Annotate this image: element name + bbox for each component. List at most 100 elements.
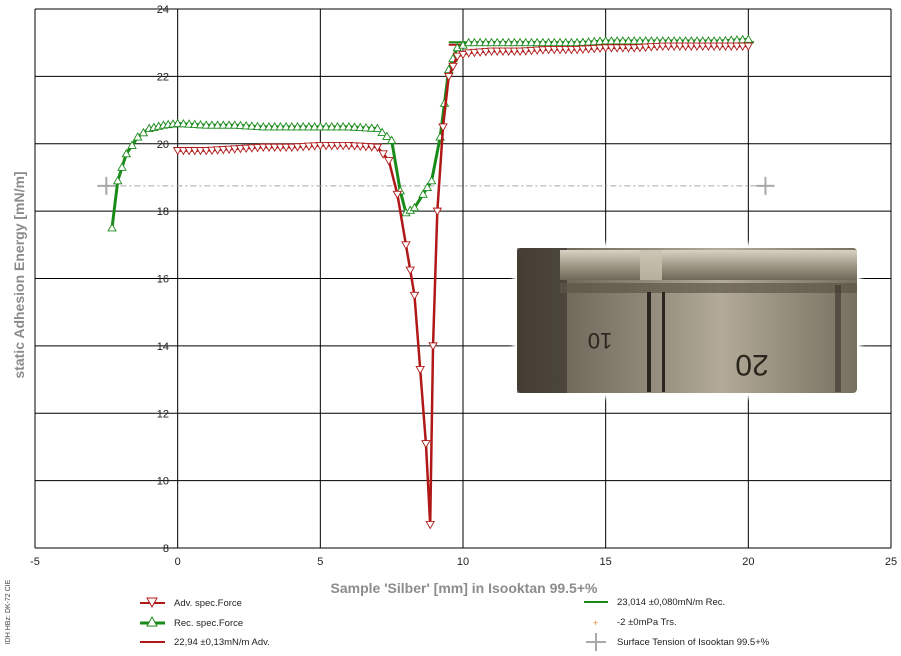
data-point — [629, 44, 639, 53]
data-point — [532, 37, 542, 47]
data-point — [509, 37, 520, 47]
data-point — [415, 366, 425, 375]
data-point — [275, 143, 286, 153]
data-point — [458, 51, 468, 60]
data-point — [463, 37, 474, 47]
data-point — [287, 121, 297, 131]
data-point — [720, 42, 731, 51]
data-point — [515, 47, 525, 57]
data-point — [138, 127, 149, 137]
x-tick-label: 10 — [457, 556, 469, 568]
data-point — [405, 266, 415, 275]
data-point — [252, 121, 263, 131]
data-point — [309, 142, 320, 151]
y-tick-label: 18 — [157, 206, 169, 218]
data-point — [235, 145, 246, 154]
data-point — [184, 119, 194, 128]
data-point — [526, 46, 537, 56]
data-point — [172, 118, 183, 127]
data-point — [680, 42, 691, 51]
data-point — [127, 140, 137, 149]
y-tick-label: 14 — [157, 341, 169, 353]
data-point — [498, 37, 508, 47]
data-point — [184, 147, 194, 156]
data-point — [409, 202, 420, 212]
data-point — [481, 37, 491, 47]
data-point — [121, 148, 132, 158]
data-point — [224, 145, 234, 155]
data-point — [190, 147, 200, 156]
data-point — [629, 36, 639, 45]
data-point — [669, 42, 679, 51]
data-point — [172, 147, 183, 156]
data-point — [372, 123, 383, 133]
data-point — [190, 119, 200, 128]
data-point — [448, 62, 458, 72]
data-point — [697, 42, 708, 51]
data-point — [384, 157, 394, 166]
data-point — [212, 146, 223, 155]
data-point — [201, 147, 211, 156]
data-point — [555, 45, 565, 55]
data-point — [377, 127, 387, 136]
legend-label: Surface Tension of Isooktan 99.5+% — [617, 637, 770, 648]
data-point — [264, 121, 274, 131]
series-line — [110, 37, 749, 229]
data-point — [432, 207, 443, 217]
data-point — [258, 121, 269, 131]
data-point — [549, 45, 560, 55]
data-point — [578, 45, 588, 54]
legend-item-adv: Adv. spec.Force — [140, 597, 242, 609]
data-point — [309, 121, 320, 131]
triangle-up-icon — [146, 615, 158, 627]
data-point — [418, 189, 428, 198]
data-point — [452, 52, 463, 62]
data-point — [612, 44, 622, 53]
data-point — [421, 440, 431, 449]
legend-item-rec: Rec. spec.Force — [140, 615, 243, 629]
data-point — [475, 37, 485, 47]
data-point — [117, 162, 127, 171]
data-point — [463, 49, 474, 58]
data-point — [726, 42, 736, 51]
data-point — [281, 121, 291, 131]
data-point — [657, 42, 668, 51]
data-point — [426, 175, 437, 185]
legend-item-surface-tension: Surface Tension of Isooktan 99.5+% — [586, 633, 770, 651]
data-point — [315, 121, 326, 131]
data-point — [600, 36, 611, 45]
data-point — [326, 141, 337, 151]
data-point — [663, 42, 674, 51]
data-point — [732, 42, 742, 51]
legend-label: Adv. spec.Force — [174, 598, 242, 609]
data-point — [422, 182, 433, 191]
data-point — [304, 121, 314, 131]
x-tick-label: 20 — [742, 556, 754, 568]
data-point — [338, 121, 348, 131]
data-point — [686, 42, 697, 51]
data-point — [543, 37, 554, 47]
photo-label-10: 10 — [588, 328, 612, 353]
data-point — [264, 143, 274, 153]
data-point — [241, 120, 251, 130]
data-point — [315, 141, 326, 151]
legend-label: Rec. spec.Force — [174, 618, 243, 629]
data-point — [321, 141, 331, 151]
data-point — [612, 36, 622, 45]
data-point — [195, 147, 206, 156]
side-label: IDH HBz: DK-72 CIE — [5, 579, 12, 644]
data-point — [640, 43, 651, 52]
data-point — [492, 47, 503, 57]
data-point — [692, 42, 702, 51]
data-point — [298, 142, 308, 152]
data-point — [207, 146, 217, 156]
data-point — [292, 143, 303, 152]
data-point — [515, 37, 525, 47]
data-point — [560, 37, 571, 47]
data-point — [526, 37, 537, 47]
data-point — [498, 47, 508, 57]
data-point — [241, 144, 251, 154]
data-point — [304, 142, 314, 152]
plus-icon: + — [593, 618, 598, 628]
data-point — [503, 47, 514, 57]
